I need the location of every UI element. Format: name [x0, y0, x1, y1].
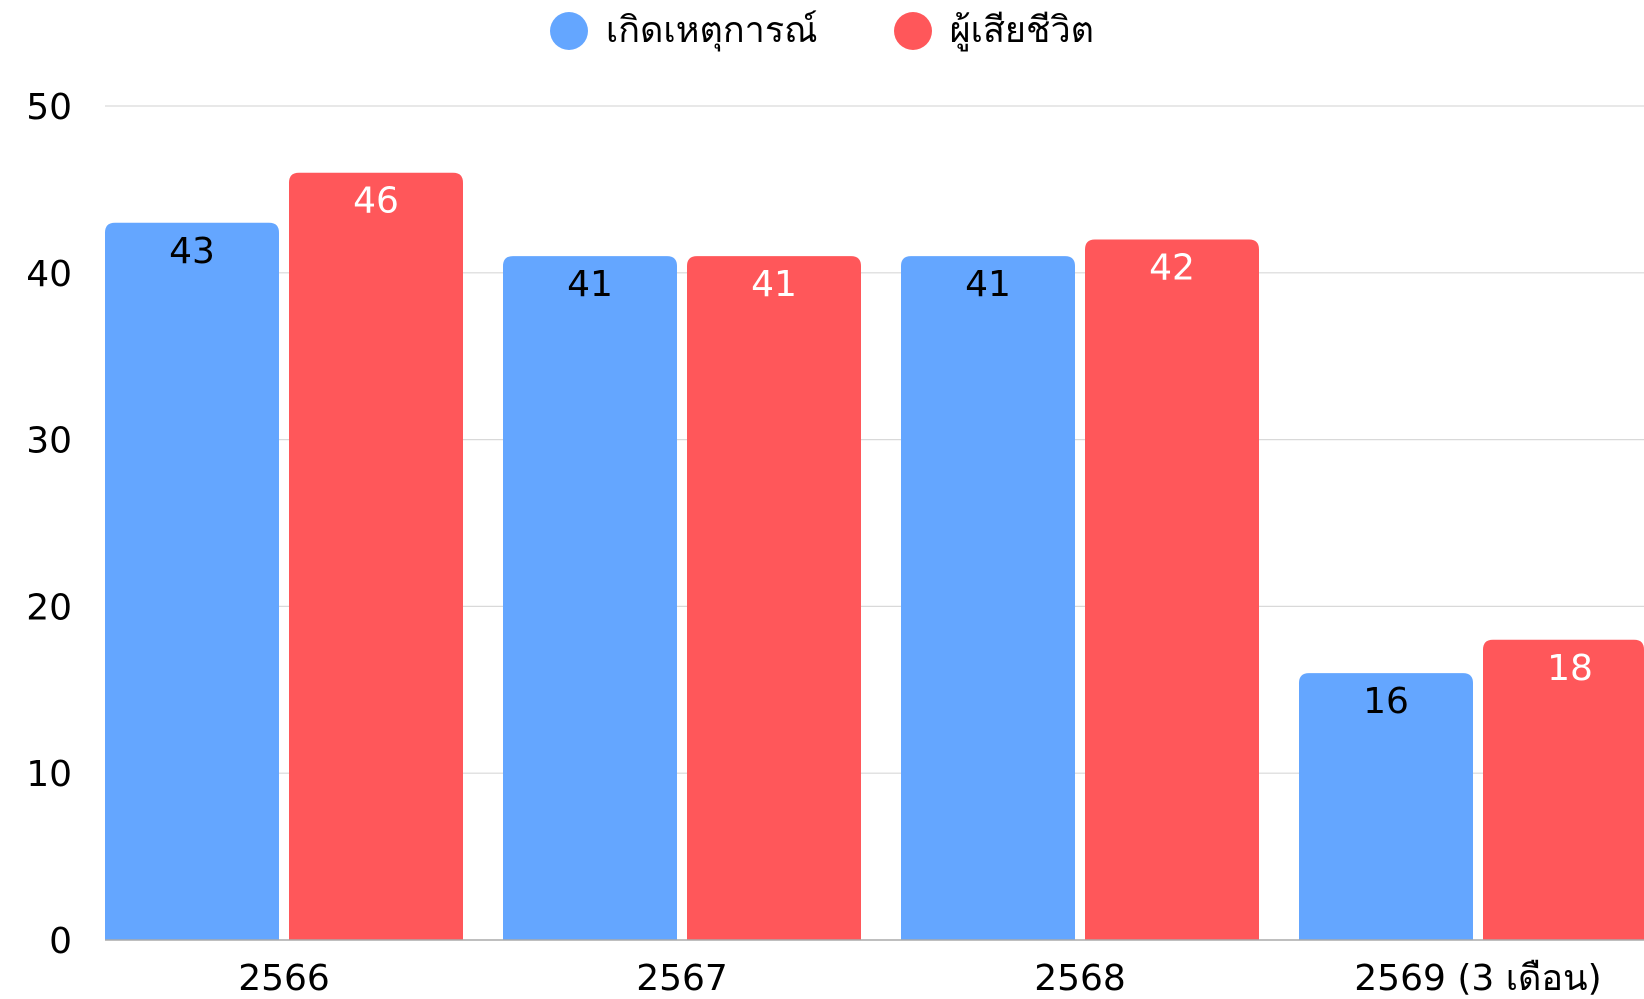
bar-deaths[interactable] — [289, 172, 463, 941]
bar-value-label: 18 — [1547, 648, 1593, 689]
y-tick-label: 10 — [26, 754, 72, 795]
y-tick-label: 20 — [26, 587, 72, 628]
y-tick-label: 0 — [49, 921, 72, 962]
legend-label-incidents: เกิดเหตุการณ์ — [605, 10, 818, 51]
bar-value-label: 41 — [751, 264, 797, 305]
x-tick-label: 2567 — [636, 958, 728, 999]
y-axis: 0 10 20 30 40 50 — [26, 87, 72, 962]
y-tick-label: 40 — [26, 254, 72, 295]
bar-incidents[interactable] — [1299, 673, 1473, 940]
bar-value-label: 41 — [567, 264, 613, 305]
bar-incidents[interactable] — [901, 256, 1075, 940]
bar-value-label: 43 — [169, 231, 215, 272]
bar-deaths[interactable] — [687, 256, 861, 940]
legend-item-deaths[interactable]: ผู้เสียชีวิต — [893, 6, 1095, 56]
legend-swatch-incidents — [549, 12, 588, 50]
legend-label-deaths: ผู้เสียชีวิต — [949, 10, 1095, 51]
bar-value-label: 41 — [965, 264, 1011, 305]
bar-deaths[interactable] — [1085, 239, 1259, 940]
bar-value-label: 16 — [1363, 681, 1409, 722]
bar-value-label: 42 — [1149, 247, 1195, 288]
bar-incidents[interactable] — [503, 256, 677, 940]
legend-item-incidents[interactable]: เกิดเหตุการณ์ — [549, 6, 818, 56]
bar-deaths[interactable] — [1483, 639, 1644, 940]
x-tick-label: 2568 — [1034, 958, 1126, 999]
bar-incidents[interactable] — [105, 222, 279, 940]
y-tick-label: 30 — [26, 421, 72, 462]
x-tick-label: 2566 — [238, 958, 330, 999]
bars: 43 46 41 41 41 42 16 18 — [105, 172, 1644, 941]
legend: เกิดเหตุการณ์ ผู้เสียชีวิต — [0, 6, 1644, 56]
legend-swatch-deaths — [893, 12, 932, 50]
x-axis: 2566 2567 2568 2569 (3 เดือน) — [238, 958, 1602, 999]
y-tick-label: 50 — [26, 87, 72, 128]
x-tick-label: 2569 (3 เดือน) — [1354, 958, 1601, 999]
bar-value-label: 46 — [353, 181, 399, 222]
